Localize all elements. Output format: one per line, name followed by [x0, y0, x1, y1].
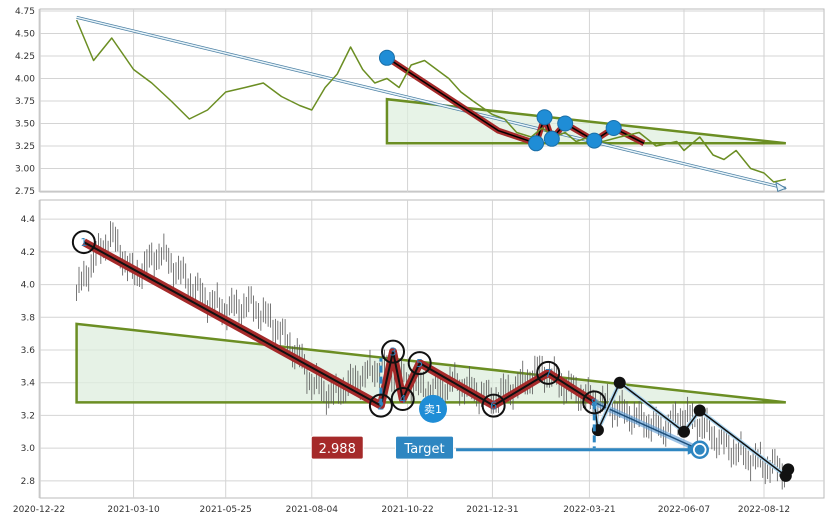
bottom-candles — [76, 221, 786, 490]
bottom-sell-label: 卖1 — [424, 403, 442, 416]
bottom-x-tick-1: 2021-03-10 — [107, 505, 160, 515]
top-marker-4 — [557, 115, 574, 132]
bottom-point-ring-5 — [407, 351, 432, 376]
bottom-x-tick-3: 2021-08-04 — [286, 505, 339, 515]
bottom-black-dot-5 — [782, 463, 795, 476]
bottom-black-dot-3 — [693, 404, 706, 417]
top-y-tick-2: 3.25 — [15, 142, 35, 152]
top-y-tick-7: 4.50 — [15, 30, 35, 40]
bottom-x-tick-7: 2022-06-07 — [658, 505, 710, 515]
bottom-labels: 1 2 3 4 5 6 7 8 卖1 2.988 Target — [71, 230, 607, 460]
bottom-y-tick-0: 2.8 — [21, 477, 36, 487]
top-y-tick-4: 3.75 — [15, 97, 35, 107]
top-price-series — [75, 19, 786, 183]
bottom-x-tick-6: 2022-03-21 — [563, 505, 615, 515]
top-price-line — [75, 19, 786, 183]
bottom-point-ring-1 — [71, 230, 96, 255]
bottom-y-tick-5: 3.8 — [21, 313, 36, 323]
bottom-point-label-4: 4 — [399, 393, 406, 406]
bottom-point-label-3: 3 — [390, 346, 397, 359]
bottom-x-tick-8: 2022-08-12 — [738, 505, 790, 515]
top-marker-2 — [536, 109, 553, 126]
bottom-black-dot-1 — [613, 376, 626, 389]
top-marker-3 — [543, 130, 560, 147]
top-y-tick-0: 2.75 — [15, 187, 35, 197]
top-grid — [38, 9, 824, 192]
bottom-point-ring-3 — [381, 339, 406, 364]
bottom-x-tick-0: 2020-12-22 — [13, 505, 65, 515]
bottom-x-tick-5: 2021-12-31 — [466, 505, 518, 515]
bottom-point-ring-6 — [481, 393, 506, 418]
top-marker-5 — [586, 132, 603, 149]
bottom-y-tick-4: 3.6 — [21, 346, 36, 356]
bottom-point-ring-8 — [582, 390, 607, 415]
top-y-axis: 2.75 3.00 3.25 3.50 3.75 4.00 4.25 4.50 4.75 — [15, 7, 35, 197]
top-y-tick-1: 3.00 — [15, 165, 35, 175]
bottom-target-badge — [395, 435, 455, 460]
top-y-tick-6: 4.25 — [15, 52, 35, 62]
bottom-x-tick-4: 2021-10-22 — [381, 505, 433, 515]
bottom-blue-projection-inner — [593, 401, 701, 451]
top-y-tick-5: 4.00 — [15, 75, 35, 85]
top-panel: 2.75 3.00 3.25 3.50 3.75 4.00 4.25 4.50 4.75 — [15, 7, 825, 197]
bottom-y-tick-6: 4.0 — [21, 281, 36, 291]
top-markers — [378, 49, 622, 152]
bottom-price-badge-label: 2.988 — [319, 442, 356, 457]
bottom-y-tick-2: 3.2 — [21, 411, 35, 421]
top-arrow-head — [775, 181, 787, 192]
bottom-point-ring-2 — [368, 393, 393, 418]
bottom-y-axis: 2.8 3.0 3.2 3.4 3.6 3.8 4.0 4.2 4.4 — [21, 215, 36, 487]
top-marker-0 — [378, 49, 395, 66]
bottom-point-label-2: 2 — [377, 400, 384, 413]
bottom-panel: 2.83.03.23.43.63.84.04.24.4 2020-12-22 20… — [13, 199, 825, 515]
top-marker-6 — [605, 120, 622, 136]
bottom-y-tick-7: 4.2 — [21, 248, 35, 258]
bottom-x-tick-2: 2021-05-25 — [200, 505, 252, 515]
bottom-target-badge-label: Target — [403, 442, 444, 457]
bottom-y-tick-8: 4.4 — [21, 215, 36, 225]
bottom-point-label-6: 6 — [490, 400, 497, 413]
bottom-point-label-8: 8 — [591, 396, 598, 409]
bottom-target-marker-core — [694, 444, 705, 455]
bottom-point-label-7: 7 — [545, 367, 552, 380]
top-y-tick-3: 3.50 — [15, 120, 35, 130]
bottom-point-ring-4 — [390, 387, 415, 412]
bottom-point-label-5: 5 — [416, 357, 423, 370]
bottom-black-dot-2 — [677, 425, 690, 438]
top-marker-1 — [528, 135, 545, 152]
bottom-x-axis: 2020-12-22 2021-03-10 2021-05-25 2021-08-04… — [13, 505, 790, 515]
top-y-tick-8: 4.75 — [15, 7, 35, 17]
bottom-y-tick-3: 3.4 — [21, 379, 36, 389]
bottom-point-ring-7 — [536, 360, 561, 385]
bottom-sell-marker — [419, 394, 448, 423]
bottom-price-badge — [310, 435, 364, 460]
bottom-point-label-1: 1 — [80, 236, 87, 249]
bottom-y-tick-1: 3.0 — [21, 444, 36, 454]
top-arrow-line-inner — [76, 16, 786, 190]
